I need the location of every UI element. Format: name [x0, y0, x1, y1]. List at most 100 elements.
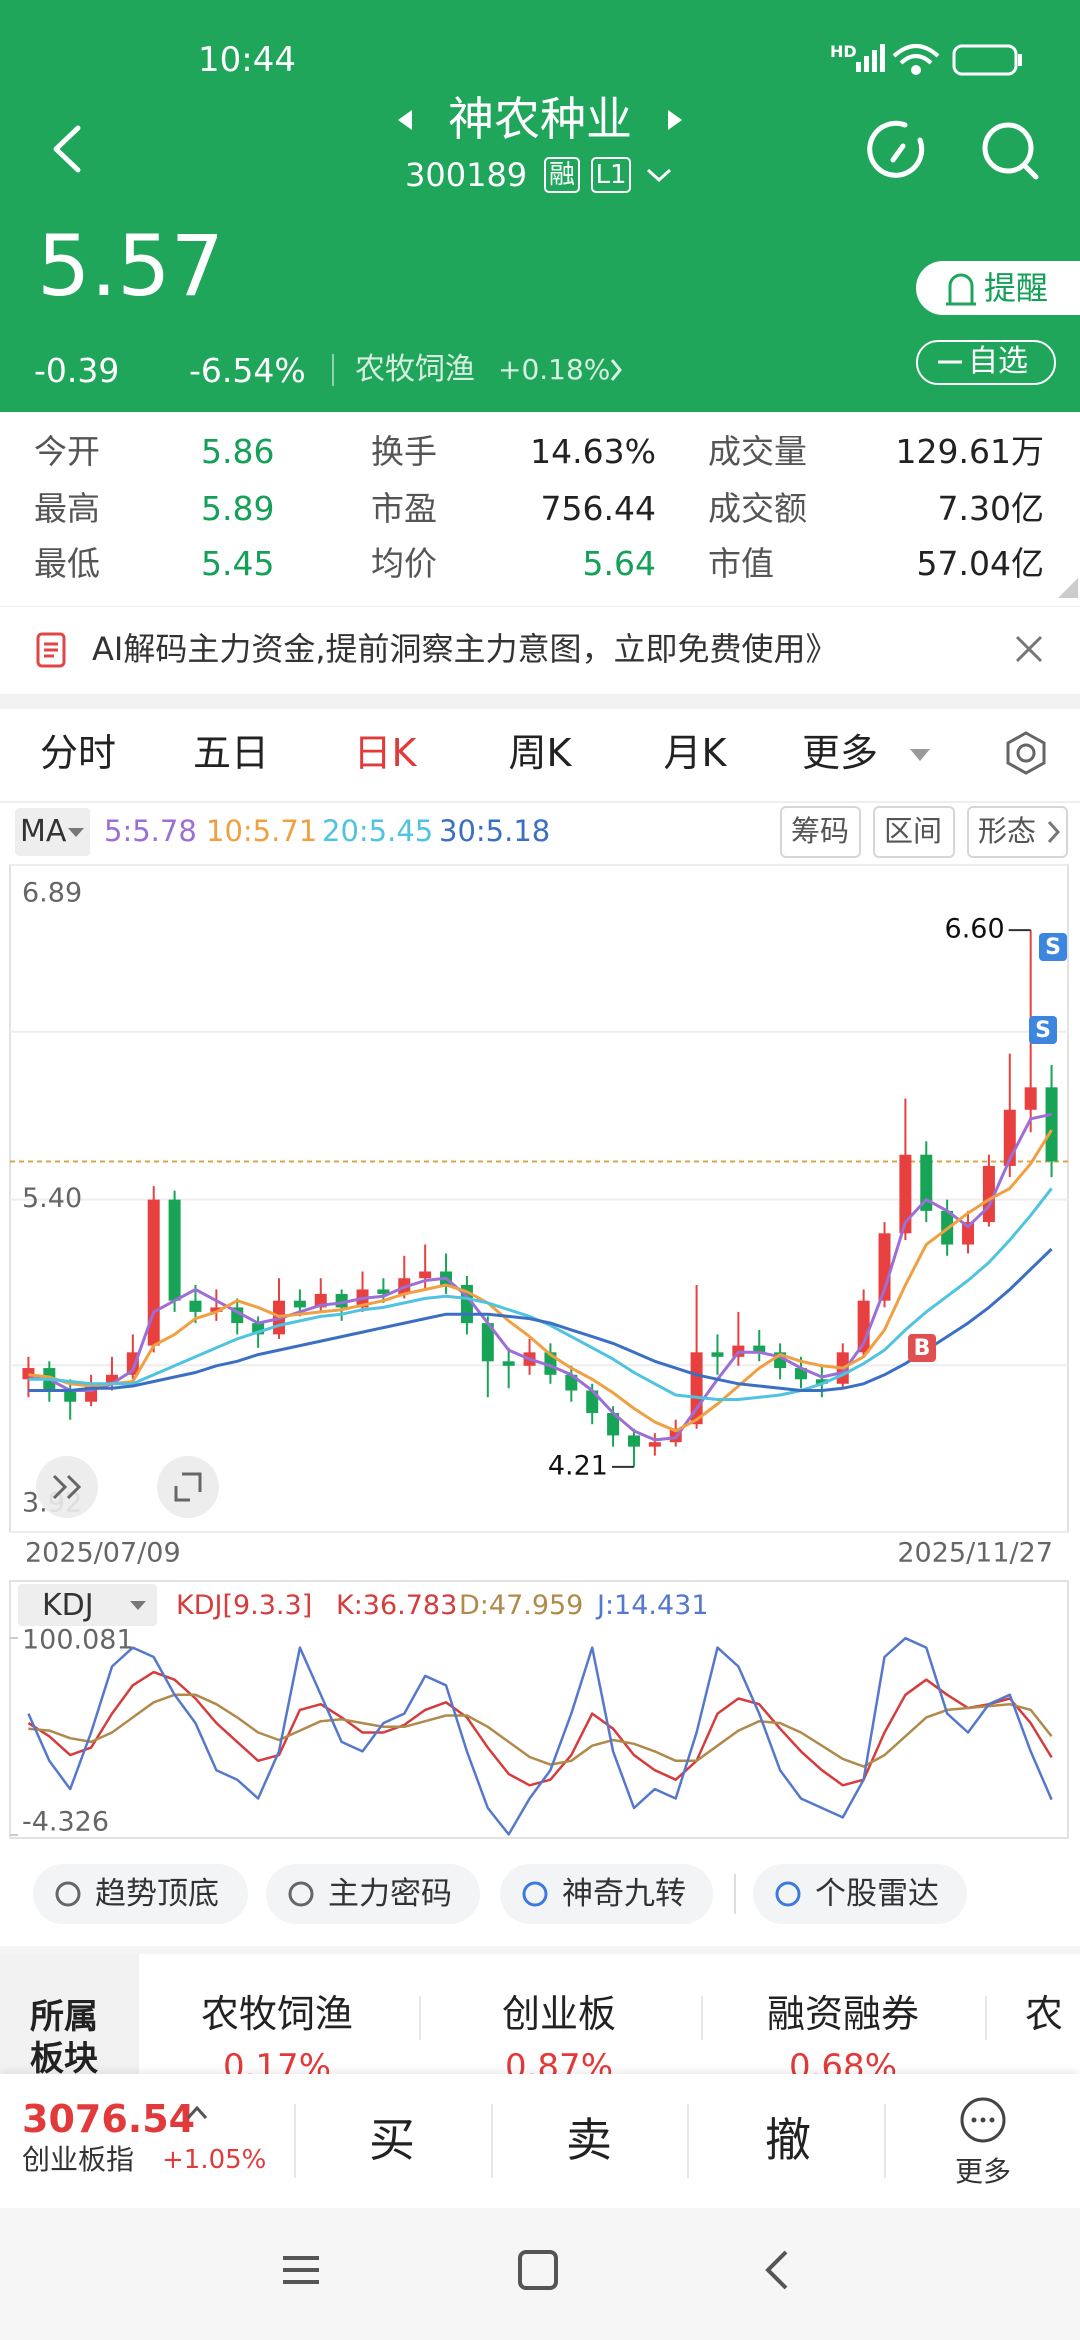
- tab[interactable]: 分时: [39, 731, 116, 775]
- signal-badge: [1029, 1016, 1057, 1044]
- tool-button[interactable]: [753, 1864, 967, 1924]
- fullscreen-button[interactable]: [157, 1456, 219, 1518]
- tool-label[interactable]: 趋势顶底: [95, 1876, 219, 1912]
- more-dropdown[interactable]: [910, 749, 930, 761]
- line-series: [28, 1693, 1053, 1768]
- badge-box: [591, 157, 631, 193]
- tab-icons: [0, 731, 1080, 803]
- candle-body: [481, 1323, 494, 1362]
- sector-name[interactable]: 农牧饲渔: [200, 1992, 353, 2036]
- corner-mark: [1058, 578, 1078, 598]
- tool-icon: [522, 1881, 548, 1907]
- candle-body: [22, 1368, 35, 1380]
- stat-value: 5.64: [582, 544, 656, 583]
- sector-name[interactable]: 农: [1024, 1992, 1063, 2036]
- candle-body: [105, 1374, 118, 1384]
- stat-label: 成交量: [708, 432, 807, 471]
- tool-label[interactable]: 主力密码: [328, 1876, 452, 1912]
- banner-text[interactable]: AI解码主力资金,提前洞察主力意图，立即免费使用》: [92, 630, 838, 668]
- divider: [0, 1946, 1080, 1954]
- back-nav-button[interactable]: [765, 2250, 788, 2290]
- x-tick-label: 2025/07/09: [25, 1538, 181, 1569]
- ma-label[interactable]: MA: [20, 814, 67, 849]
- trade-icons: [294, 2097, 1006, 2178]
- y-tick-label: 100.081: [22, 1625, 134, 1656]
- chart-button-label[interactable]: 筹码: [791, 814, 850, 848]
- index-value[interactable]: 3076.54: [22, 2097, 196, 2141]
- tab[interactable]: 更多: [801, 731, 878, 775]
- next-stock[interactable]: [668, 110, 682, 130]
- chart-button-label[interactable]: 区间: [884, 814, 943, 848]
- trade-action[interactable]: 更多: [954, 2155, 1011, 2188]
- candle-body: [586, 1390, 599, 1413]
- back-button[interactable]: [53, 125, 81, 173]
- divider: [0, 694, 1080, 709]
- trade-bar: [0, 2074, 1080, 2208]
- divider: [985, 1996, 987, 2040]
- watchlist-label[interactable]: 自选: [968, 344, 1028, 379]
- tab[interactable]: 日K: [353, 731, 417, 775]
- tool-label[interactable]: 个股雷达: [815, 1876, 939, 1912]
- ma-legend-item: 30:5.18: [439, 814, 551, 848]
- sector-chevron[interactable]: [610, 359, 622, 381]
- sector-name[interactable]: 融资融券: [766, 1992, 919, 2036]
- doc-icon: [36, 632, 66, 668]
- kdj-legend-item: J:14.431: [597, 1590, 709, 1621]
- kdj-label[interactable]: KDJ: [42, 1588, 94, 1623]
- menu-button[interactable]: [283, 2256, 319, 2284]
- x-tick-label: 2025/11/27: [897, 1538, 1053, 1569]
- candle-body: [1045, 1087, 1058, 1162]
- chart-button-label[interactable]: 形态: [978, 814, 1037, 848]
- stat-label: 市值: [708, 544, 774, 583]
- trade-action[interactable]: 卖: [566, 2113, 612, 2167]
- trade-action[interactable]: 撤: [765, 2113, 811, 2167]
- settings-button[interactable]: [1006, 731, 1046, 775]
- watchlist-button[interactable]: [916, 340, 1056, 385]
- signal-icon: [856, 44, 885, 72]
- nav-bar: [0, 2208, 1080, 2340]
- sector[interactable]: 农牧饲渔: [355, 352, 475, 387]
- tool-label[interactable]: 神奇九转: [562, 1876, 686, 1912]
- y-tick-label: -4.326: [22, 1807, 109, 1838]
- code-dropdown[interactable]: [646, 168, 672, 183]
- search-button[interactable]: [982, 122, 1039, 180]
- battery-icon: [952, 44, 1018, 76]
- stat-label: 成交额: [708, 489, 807, 528]
- tool-button[interactable]: [33, 1864, 248, 1924]
- stat-value: 5.86: [201, 432, 275, 471]
- ma-dropdown[interactable]: [68, 826, 84, 838]
- home-button[interactable]: [518, 2250, 558, 2290]
- tab[interactable]: 周K: [508, 731, 572, 775]
- index-name: 创业板指: [22, 2143, 135, 2176]
- kdj-dropdown[interactable]: [130, 1599, 146, 1611]
- remind-label[interactable]: 提醒: [984, 269, 1049, 307]
- candle-body: [795, 1368, 807, 1380]
- sector-name[interactable]: 创业板: [501, 1992, 616, 2036]
- candle-body: [293, 1300, 306, 1308]
- candle-body: [189, 1300, 202, 1312]
- prev-stock[interactable]: [398, 110, 412, 130]
- tool-button[interactable]: [500, 1864, 713, 1924]
- kdj-frame: [9, 1580, 1069, 1839]
- chart-button[interactable]: [873, 806, 955, 858]
- more-icon[interactable]: [960, 2097, 1006, 2143]
- chart-button[interactable]: [967, 806, 1068, 858]
- tab[interactable]: 月K: [663, 731, 727, 775]
- refresh-button[interactable]: [867, 120, 925, 178]
- badge: 融: [548, 160, 575, 190]
- change-pct: -6.54%: [189, 351, 306, 390]
- tool-button[interactable]: [266, 1864, 480, 1924]
- tab[interactable]: 五日: [192, 731, 269, 775]
- stat-label: 换手: [371, 432, 437, 471]
- chart-button[interactable]: [780, 806, 861, 858]
- stat-label: 市盈: [371, 489, 437, 528]
- banner-close[interactable]: [1014, 634, 1044, 664]
- trade-action[interactable]: 买: [369, 2113, 415, 2167]
- status-network: HD: [830, 42, 857, 61]
- candle-body: [962, 1222, 975, 1245]
- ma-legend-item: 20:5.45: [322, 814, 434, 848]
- tool-icon: [55, 1881, 81, 1907]
- stat-label: 最高: [34, 489, 100, 528]
- badge-box: [544, 157, 580, 193]
- candle-body: [210, 1307, 223, 1312]
